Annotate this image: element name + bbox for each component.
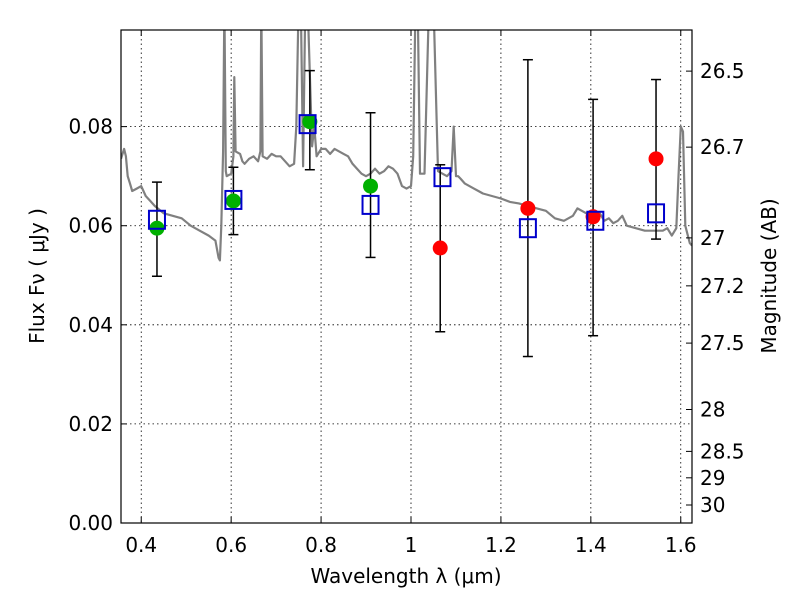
y2-tick-label: 28 — [700, 397, 725, 421]
data-point — [648, 151, 664, 167]
model-point — [433, 167, 452, 188]
plot-frame — [120, 29, 693, 524]
grid — [121, 30, 692, 523]
x-axis: 0.4 0.6 0.8 1 1.2 1.4 1.6 — [125, 30, 697, 557]
model-point — [586, 210, 605, 231]
y2-tick-label: 27.2 — [700, 274, 745, 298]
x-axis-label: Wavelength λ (μm) — [310, 564, 501, 588]
x-tick-label: 1.2 — [485, 533, 517, 557]
model-point — [518, 218, 537, 239]
model-point — [224, 189, 243, 210]
y2-tick-label: 30 — [700, 493, 725, 517]
y-axis-label: Flux Fν ( μJy ) — [25, 208, 49, 344]
x-tick-label: 1.4 — [575, 533, 607, 557]
data-point — [363, 178, 379, 194]
y2-axis: 26.5 26.7 27 27.2 27.5 28 28.5 29 30 — [686, 59, 745, 517]
model-point — [147, 209, 166, 230]
x-tick-label: 0.8 — [305, 533, 337, 557]
data-point — [302, 114, 318, 130]
data-point — [585, 209, 601, 225]
model-point — [298, 114, 317, 135]
x-tick-label: 0.6 — [215, 533, 247, 557]
x-tick-label: 1.6 — [665, 533, 697, 557]
x-tick-label: 1 — [405, 533, 418, 557]
y2-tick-label: 26.7 — [700, 135, 745, 159]
data-point — [520, 200, 536, 216]
y2-tick-label: 26.5 — [700, 59, 745, 83]
y2-tick-label: 28.5 — [700, 439, 745, 463]
marker-group — [147, 114, 666, 256]
y2-tick-label: 27.5 — [700, 331, 745, 355]
model-point — [361, 194, 380, 215]
y2-tick-label: 27 — [700, 226, 725, 250]
y-tick-label: 0.04 — [68, 313, 113, 337]
model-point — [647, 203, 666, 224]
y2-axis-label: Magnitude (AB) — [757, 198, 781, 353]
y-tick-label: 0.08 — [68, 115, 113, 139]
data-point — [432, 240, 448, 256]
x-tick-label: 0.4 — [125, 533, 157, 557]
plot-background — [121, 30, 692, 523]
y-tick-label: 0.02 — [68, 412, 113, 436]
y-tick-label: 0.06 — [68, 214, 113, 238]
y2-tick-label: 29 — [700, 466, 725, 490]
y-axis: 0.00 0.02 0.04 0.06 0.08 — [68, 115, 127, 535]
data-point — [225, 193, 241, 209]
y-tick-label: 0.00 — [68, 511, 113, 535]
